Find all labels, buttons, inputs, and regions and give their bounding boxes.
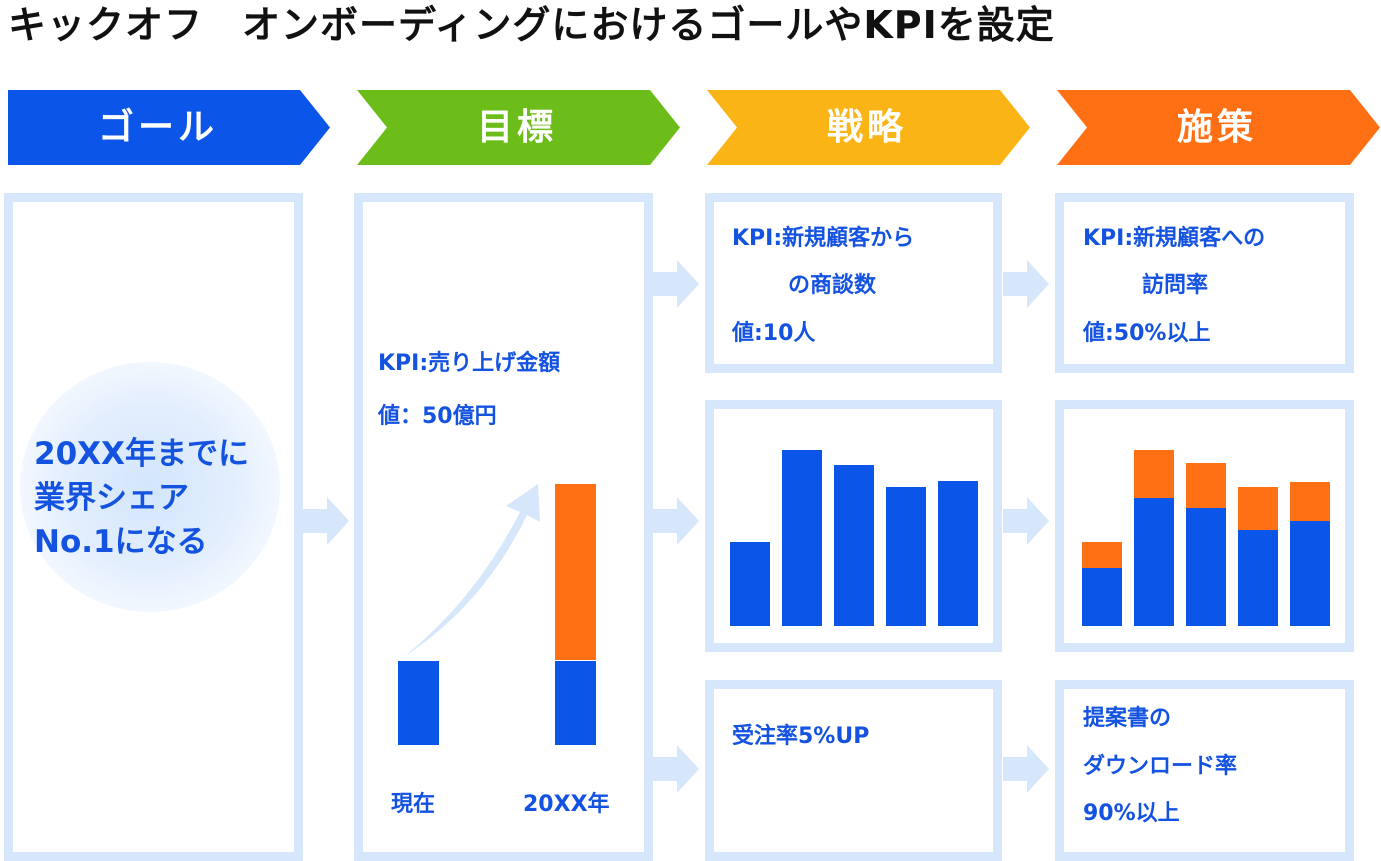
measures-kpi-line-1: KPI:新規顧客への: [1083, 226, 1266, 251]
target-chart-label-current: 現在: [391, 792, 436, 817]
target-value: 値：50億円: [378, 404, 497, 429]
goal-text: 20XX年までに 業界シェア No.1になる: [34, 432, 249, 564]
header-goal-label: ゴール: [97, 107, 218, 148]
connector-arrow-strategy-to-measures-bottom: [1003, 745, 1049, 793]
measures-proposal-line-3: 90%以上: [1083, 801, 1180, 826]
strategy-kpi-value: 値:10人: [732, 321, 816, 346]
chart-target-bar-1-series-1: [398, 660, 439, 745]
growth-arrow: [405, 484, 540, 656]
header-measures-label: 施策: [1176, 107, 1257, 148]
header-target: 目標: [357, 90, 680, 165]
chart-strategy-bar-1-series-1: [730, 542, 770, 626]
chart-strategy-bar-5-series-1: [938, 481, 978, 626]
connector-arrow-strategy-to-measures-top: [1003, 260, 1049, 308]
strategy-kpi-line-2: の商談数: [788, 273, 877, 298]
header-goal: ゴール: [8, 90, 330, 165]
chart-measures-bar-5-series-1: [1290, 521, 1330, 626]
header-target-arrow-shape: [357, 90, 680, 165]
target-box: [354, 193, 653, 861]
header-strategy-arrow-shape: [707, 90, 1030, 165]
header-measures-arrow-shape: [1057, 90, 1380, 165]
chart-measures-bar-3-series-1: [1186, 508, 1226, 626]
chart-measures-bar-2-series-1: [1134, 498, 1174, 626]
goal-line-3: No.1になる: [34, 524, 208, 560]
measures-proposal-line-1: 提案書の: [1083, 706, 1172, 731]
strategy-box-kpi: [705, 193, 1002, 373]
measures-kpi-value: 値:50%以上: [1083, 321, 1211, 346]
chart-measures-bar-5-series-2: [1290, 482, 1330, 521]
measures-proposal-line-2: ダウンロード率: [1083, 754, 1238, 779]
page-title: キックオフ オンボーディングにおけるゴールやKPIを設定: [8, 3, 1055, 47]
header-strategy-label: 戦略: [826, 107, 907, 148]
chart-measures-bar-4-series-1: [1238, 530, 1278, 626]
goal-line-1: 20XX年までに: [34, 436, 249, 472]
chart-target-bar-2-series-1: [555, 660, 596, 745]
connector-arrow-target-to-strategy-middle: [653, 497, 699, 545]
chart-measures-bar-3-series-2: [1186, 463, 1226, 508]
goal-line-2: 業界シェア: [34, 480, 189, 516]
connector-arrow-strategy-to-measures-middle: [1003, 497, 1049, 545]
header-strategy: 戦略: [707, 90, 1030, 165]
header-goal-arrow-shape: [8, 90, 330, 165]
chart-strategy-bar-3-series-1: [834, 465, 874, 626]
goal-glow: [20, 362, 280, 612]
target-kpi: KPI:売り上げ金額: [378, 351, 561, 376]
header-measures: 施策: [1057, 90, 1380, 165]
chart-measures-bar-1-series-2: [1082, 542, 1122, 568]
strategy-order-rate: 受注率5%UP: [732, 724, 870, 749]
chart-measures-bar-4-series-2: [1238, 487, 1278, 530]
measures-box-kpi: [1055, 193, 1354, 373]
target-chart-label-future: 20XX年: [523, 792, 610, 817]
chart-strategy-bar-2-series-1: [782, 450, 822, 626]
connector-arrow-goal-to-target: [303, 497, 349, 545]
chart-strategy-bar-4-series-1: [886, 487, 926, 626]
strategy-box-order: [705, 680, 1002, 861]
chart-measures-bar-1-series-1: [1082, 568, 1122, 626]
connector-arrow-target-to-strategy-bottom: [653, 745, 699, 793]
measures-kpi-line-2: 訪問率: [1142, 273, 1209, 298]
chart-measures-bar-2-series-2: [1134, 450, 1174, 498]
connector-arrow-target-to-strategy-top: [653, 260, 699, 308]
strategy-kpi-line-1: KPI:新規顧客から: [732, 226, 915, 251]
chart-target-bar-2-series-2: [555, 483, 596, 661]
header-target-label: 目標: [476, 107, 557, 148]
measures-box-proposal: [1055, 680, 1354, 861]
